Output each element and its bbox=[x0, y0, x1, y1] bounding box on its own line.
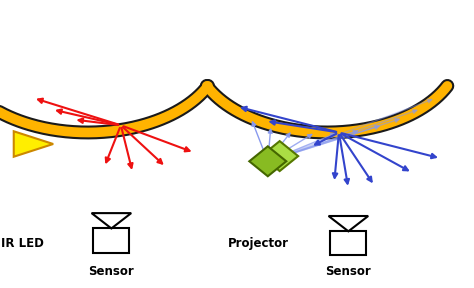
Bar bbox=[93, 228, 129, 253]
Text: IR LED: IR LED bbox=[1, 237, 44, 250]
Polygon shape bbox=[249, 146, 286, 176]
Polygon shape bbox=[14, 131, 53, 157]
Text: Projector: Projector bbox=[228, 237, 289, 250]
Text: Sensor: Sensor bbox=[326, 265, 371, 278]
Text: Sensor: Sensor bbox=[89, 265, 134, 278]
Bar bbox=[330, 231, 366, 255]
Polygon shape bbox=[261, 141, 298, 171]
